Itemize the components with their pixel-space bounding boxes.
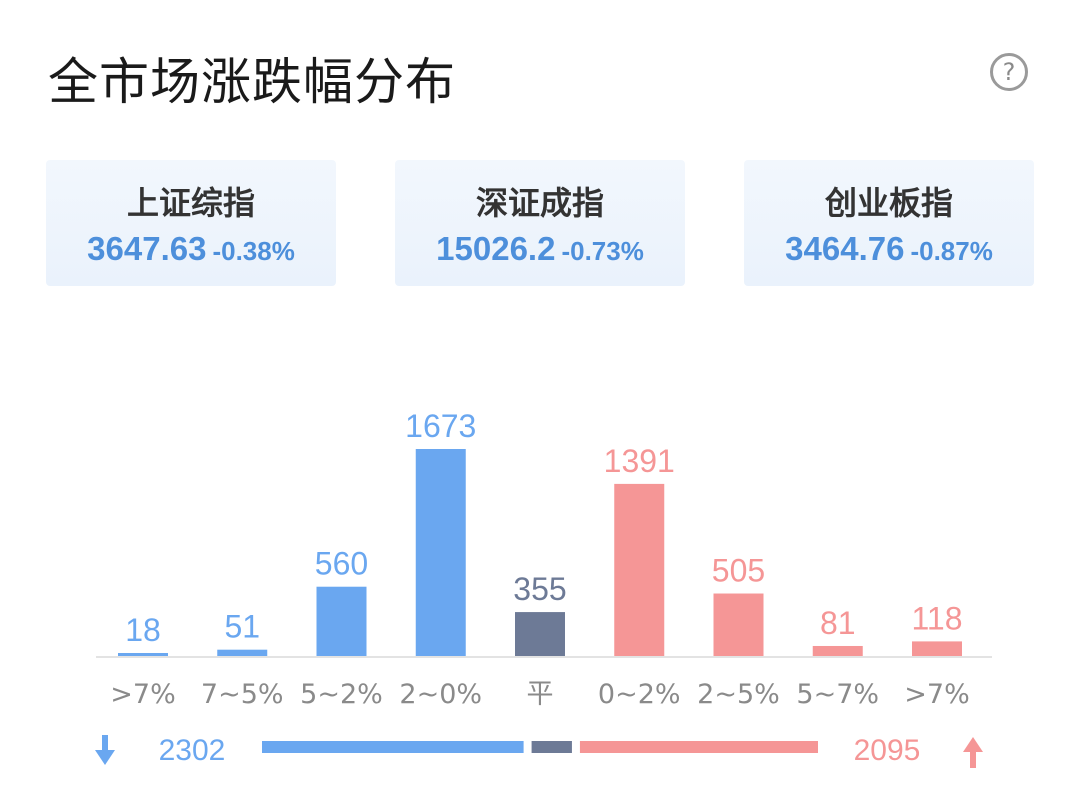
index-name: 创业板指 [824,184,953,222]
index-quote: 3464.76 -0.87% [744,230,1034,268]
bar-8 [912,641,962,656]
bar-value-label: 18 [125,612,161,648]
bar-0 [118,653,168,656]
bar-value-label: 118 [911,600,962,636]
index-quote: 3647.63 -0.38% [46,230,336,268]
index-change: -0.87% [910,236,993,266]
index-card-cyb[interactable]: 创业板指 3464.76 -0.87% [744,160,1034,286]
index-change: -0.38% [212,236,295,266]
bar-value-label: 1391 [604,443,675,479]
summary-up-segment [579,741,818,753]
bar-value-label: 1673 [405,408,476,444]
x-tick-label: 2~0% [399,679,482,710]
bar-6 [713,593,764,656]
bar-value-label: 560 [315,546,368,582]
bar-value-label: 505 [712,553,765,589]
help-icon[interactable]: ? [990,53,1028,91]
index-name: 上证综指 [126,184,255,222]
index-value: 3464.76 [785,230,905,267]
labels-group: 18 >7% 51 7~5% 560 5~2% 1673 2~0% 355 平 1391 0~2% 50… [110,408,969,710]
bars-group [118,449,962,656]
summary-flat-segment [531,741,572,753]
x-tick-label: 2~5% [697,679,780,710]
x-tick-label: 5~7% [796,679,879,710]
x-tick-label: 7~5% [201,679,284,710]
bar-3 [415,449,466,656]
index-card-sz[interactable]: 深证成指 15026.2 -0.73% [395,160,685,286]
x-tick-label: 0~2% [598,679,681,710]
x-tick-label: >7% [904,679,969,710]
bar-1 [217,649,268,656]
x-tick-label: 平 [527,679,554,710]
bar-4 [515,612,565,656]
bar-value-label: 355 [513,571,566,607]
index-name: 深证成指 [475,184,604,222]
index-change: -0.73% [561,236,644,266]
bar-2 [316,586,367,656]
x-tick-label: 5~2% [300,679,383,710]
index-quote: 15026.2 -0.73% [395,230,685,268]
arrow-up-icon [963,737,983,768]
summary-down-segment [262,741,524,753]
up-total: 2095 [854,734,921,767]
summary-bar [262,741,818,753]
bar-7 [812,645,863,656]
bar-value-label: 81 [820,605,856,641]
arrow-down-icon [95,735,115,765]
index-value: 3647.63 [87,230,207,267]
page-title: 全市场涨跌幅分布 [48,53,456,111]
index-card-sh[interactable]: 上证综指 3647.63 -0.38% [46,160,336,286]
bar-value-label: 51 [224,609,260,645]
bar-5 [614,483,665,656]
down-total: 2302 [159,734,226,767]
x-tick-label: >7% [110,679,175,710]
index-value: 15026.2 [436,230,556,267]
